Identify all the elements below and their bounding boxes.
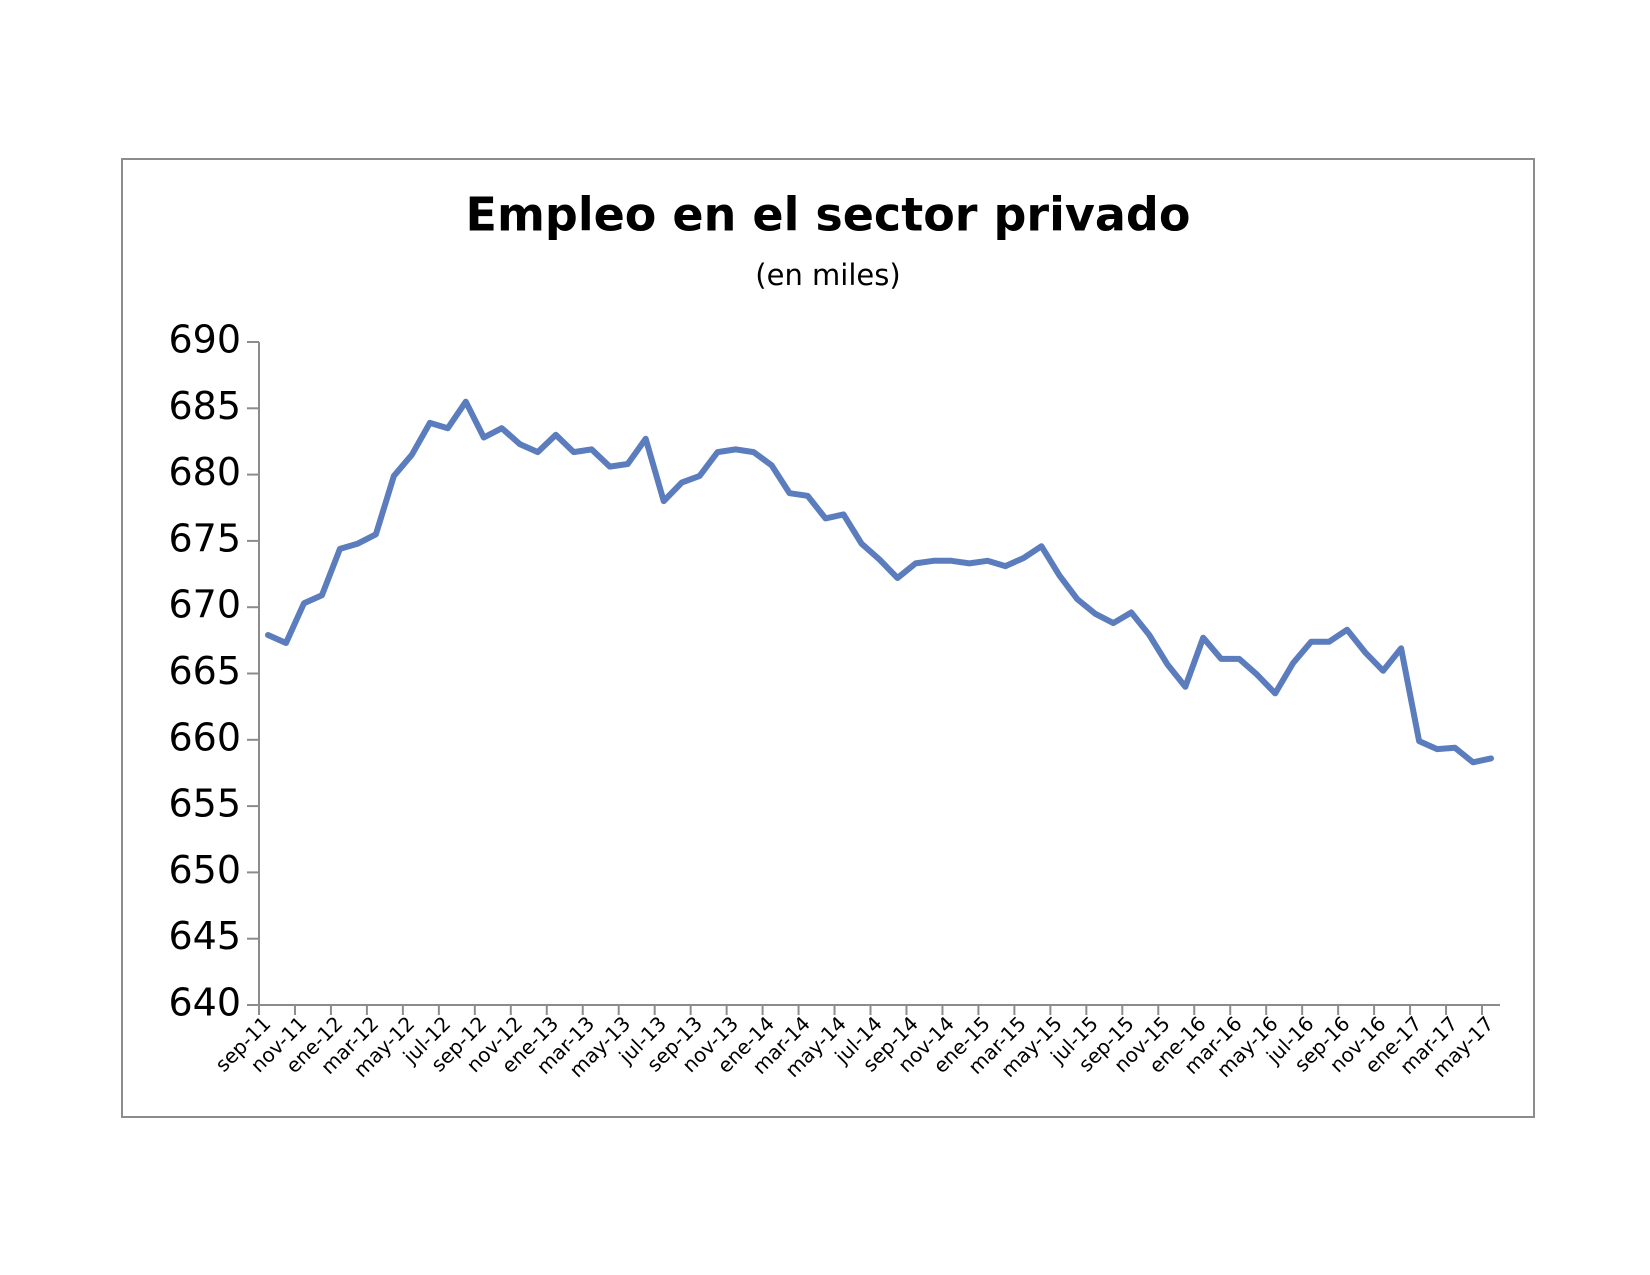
y-tick-label: 645 (168, 914, 241, 958)
data-line (265, 398, 1494, 766)
y-tick-label: 665 (168, 649, 241, 693)
chart-subtitle: (en miles) (755, 258, 900, 292)
y-tick-label: 675 (168, 516, 241, 560)
y-tick-label: 670 (168, 583, 241, 627)
chart-title: Empleo en el sector privado (466, 188, 1191, 242)
y-tick-label: 650 (168, 848, 241, 892)
y-tick-label: 660 (168, 715, 241, 759)
y-tick-label: 680 (168, 450, 241, 494)
y-tick-label: 640 (168, 981, 241, 1025)
chart-border (121, 158, 1535, 1118)
y-tick-label: 655 (168, 782, 241, 826)
y-tick-label: 685 (168, 384, 241, 428)
y-tick-label: 690 (168, 318, 241, 362)
